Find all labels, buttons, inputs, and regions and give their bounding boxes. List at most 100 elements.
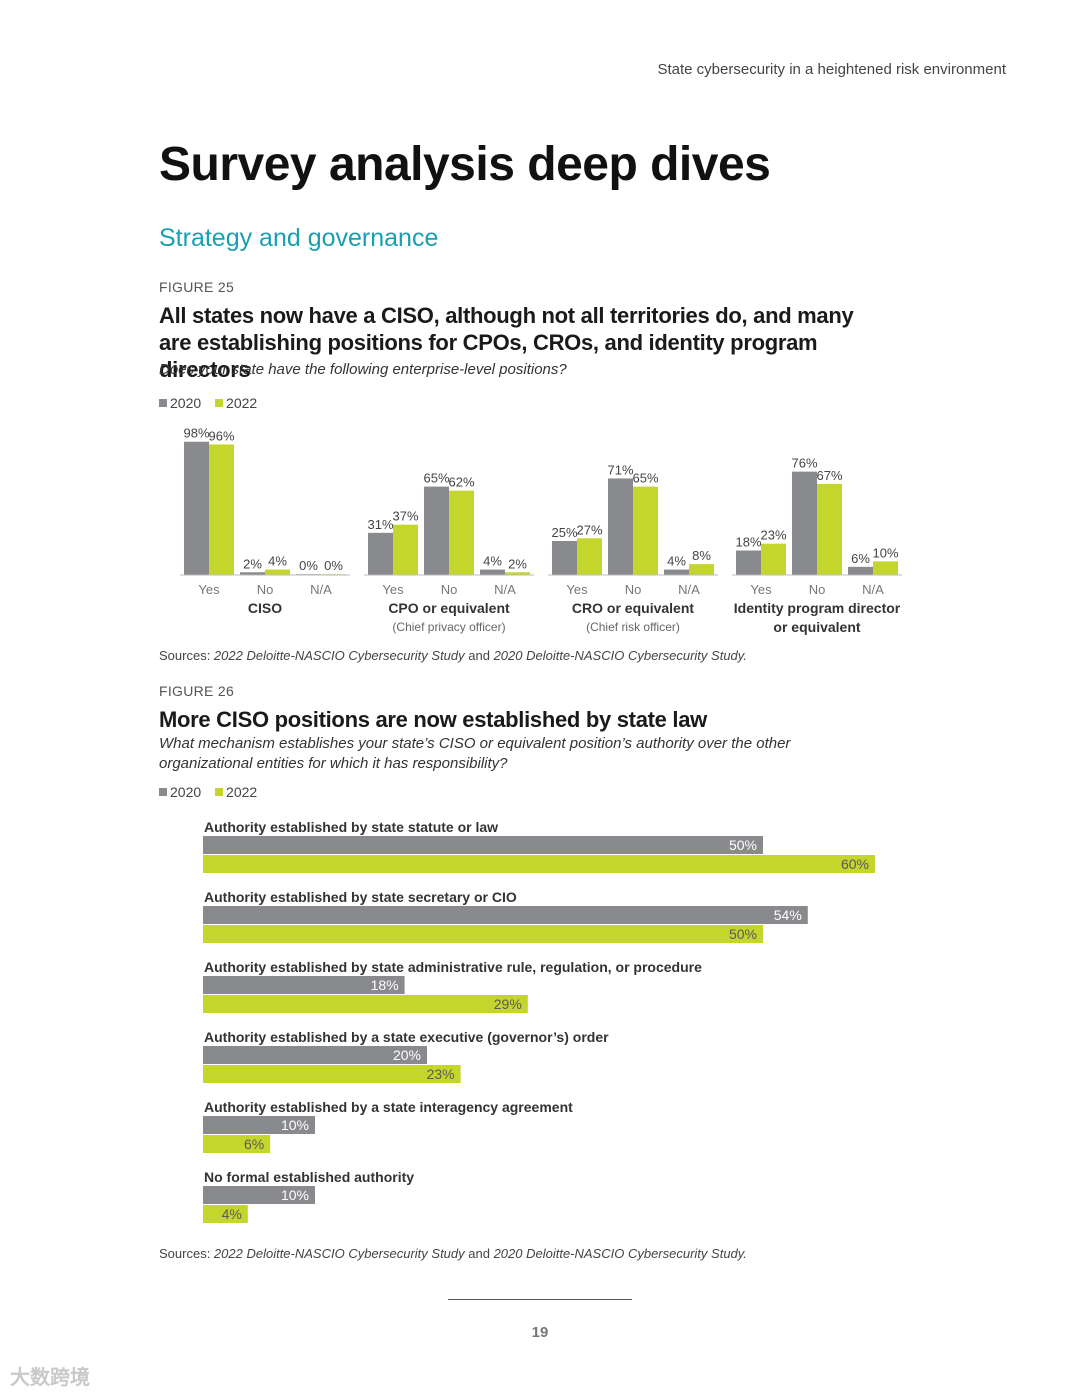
value-label-2020-1-0: 31% (367, 517, 393, 532)
value-label-2022-0-0: 96% (208, 428, 234, 443)
value-label-2020-3-2: 6% (851, 551, 870, 566)
hbar-value-2022-0: 60% (841, 856, 869, 872)
hbar-value-2020-5: 10% (281, 1187, 309, 1203)
category-label-1-1: No (441, 582, 458, 597)
figure-25-title: All states now have a CISO, although not… (159, 303, 854, 382)
value-label-2020-2-2: 4% (667, 554, 686, 569)
group-sublabel-1: (Chief privacy officer) (392, 620, 505, 634)
legend-swatch-2020 (159, 788, 167, 796)
legend-swatch-2022 (215, 399, 224, 407)
value-label-2020-0-0: 98% (183, 426, 209, 441)
bar-2020-0-0 (184, 441, 209, 575)
figure-26-source-2022: 2022 Deloitte-NASCIO Cybersecurity Study (213, 1246, 465, 1261)
hbar-2020-4 (203, 1116, 315, 1134)
figure-25-subtitle: Does your state have the following enter… (159, 361, 567, 378)
value-label-2020-3-0: 18% (735, 535, 761, 550)
legend-item-2022: 2022 (215, 784, 257, 800)
bar-2022-1-2 (505, 572, 530, 575)
watermark: 大数跨境 (10, 1367, 90, 1389)
bar-2022-0-0 (209, 444, 234, 575)
value-label-2022-2-1: 65% (632, 471, 658, 486)
hbar-2020-5 (203, 1186, 315, 1204)
hbar-2022-5 (203, 1205, 248, 1223)
hbar-2020-1 (203, 906, 808, 924)
value-label-2020-1-2: 4% (483, 554, 502, 569)
row-label-4: Authority established by a state interag… (204, 1099, 573, 1115)
bar-2020-1-2 (480, 569, 505, 575)
legend-label-2022: 2022 (226, 395, 258, 411)
row-label-1: Authority established by state secretary… (204, 889, 517, 905)
category-label-3-0: Yes (750, 582, 772, 597)
legend-label-2020: 2020 (170, 395, 202, 411)
group-label-3-0: Identity program director (734, 600, 901, 616)
group-label-1-0: CPO or equivalent (388, 600, 510, 616)
hbar-2022-3 (203, 1065, 461, 1083)
legend-item-2020: 2020 (159, 395, 201, 411)
bar-2020-2-1 (608, 478, 633, 575)
row-label-3: Authority established by a state executi… (204, 1029, 609, 1045)
hbar-value-2022-3: 23% (427, 1066, 455, 1082)
value-label-2022-1-1: 62% (448, 475, 474, 490)
bar-2020-2-2 (664, 569, 689, 575)
bar-2022-1-0 (393, 524, 418, 575)
section-title: Strategy and governance (159, 224, 439, 252)
row-label-2: Authority established by state administr… (204, 959, 702, 975)
hbar-2020-0 (203, 836, 763, 854)
value-label-2020-0-2: 0% (299, 558, 318, 573)
group-label-0-0: CISO (248, 600, 282, 616)
category-label-2-1: No (625, 582, 642, 597)
bar-2022-3-0 (761, 543, 786, 575)
bar-2022-0-1 (265, 569, 290, 575)
value-label-2022-0-1: 4% (268, 554, 287, 569)
value-label-2020-2-0: 25% (551, 525, 577, 540)
legend-item-2020: 2020 (159, 784, 201, 800)
bar-2020-1-0 (368, 532, 393, 575)
figure-26-label: FIGURE 26 (159, 683, 235, 699)
bar-2022-2-1 (633, 486, 658, 575)
hbar-2022-4 (203, 1135, 271, 1153)
category-label-1-2: N/A (494, 582, 516, 597)
figure-26-subtitle: What mechanism establishes your state’s … (159, 735, 791, 772)
bar-2020-0-1 (240, 572, 265, 575)
bar-2022-1-1 (449, 490, 474, 575)
group-label-3-1: or equivalent (773, 619, 860, 635)
figure-26-chart: Authority established by state statute o… (203, 819, 875, 1223)
bar-2020-3-0 (736, 550, 761, 575)
page-title: Survey analysis deep dives (159, 138, 771, 191)
hbar-value-2020-2: 18% (371, 977, 399, 993)
bar-2020-3-1 (792, 471, 817, 575)
category-label-3-2: N/A (862, 582, 884, 597)
group-label-2-0: CRO or equivalent (572, 600, 694, 616)
category-label-2-0: Yes (566, 582, 588, 597)
figure-26-source-prefix: Sources: (159, 1246, 214, 1261)
hbar-2020-3 (203, 1046, 427, 1064)
hbar-value-2022-4: 6% (244, 1136, 264, 1152)
value-label-2022-3-1: 67% (816, 468, 842, 483)
bar-2022-3-2 (873, 561, 898, 575)
figure-26-source-and: and (464, 1246, 494, 1261)
hbar-value-2022-1: 50% (729, 926, 757, 942)
hbar-2022-0 (203, 855, 875, 873)
hbar-value-2020-0: 50% (729, 837, 757, 853)
group-sublabel-2: (Chief risk officer) (586, 620, 680, 634)
figure-26-legend: 2020 2022 (159, 784, 267, 800)
hbar-2022-2 (203, 995, 528, 1013)
category-label-1-0: Yes (382, 582, 404, 597)
category-label-3-1: No (809, 582, 826, 597)
figure-25-source-prefix: Sources: (159, 648, 214, 663)
value-label-2022-2-2: 8% (692, 548, 711, 563)
category-label-0-1: No (257, 582, 274, 597)
footer-rule (448, 1299, 632, 1300)
figure-25-source-and: and (464, 648, 494, 663)
bar-2020-1-1 (424, 486, 449, 575)
value-label-2022-3-0: 23% (760, 528, 786, 543)
row-label-0: Authority established by state statute o… (204, 819, 498, 835)
legend-swatch-2022 (215, 788, 224, 796)
value-label-2020-1-1: 65% (423, 471, 449, 486)
bar-2022-2-2 (689, 564, 714, 575)
bar-2022-3-1 (817, 483, 842, 575)
figure-26-source-2020: 2020 Deloitte-NASCIO Cybersecurity Study… (493, 1246, 747, 1261)
category-label-0-2: N/A (310, 582, 332, 597)
hbar-2022-1 (203, 925, 763, 943)
